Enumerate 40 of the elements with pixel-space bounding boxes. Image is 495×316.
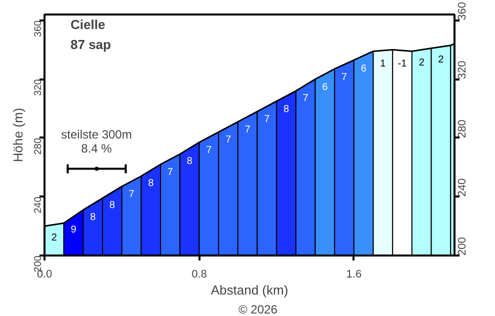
series-label: 7 xyxy=(225,134,232,146)
x-tick-label: 0.0 xyxy=(36,268,52,280)
series-label: 2 xyxy=(438,54,444,66)
series-label: 8 xyxy=(90,212,96,223)
series-label: -1 xyxy=(398,58,408,70)
series-label: 8 xyxy=(148,178,154,190)
y-tick-label: 320 xyxy=(33,78,44,96)
series-label: 9 xyxy=(70,224,77,236)
x-tick-label: 1.6 xyxy=(346,268,362,280)
x-tick-label: 0.8 xyxy=(192,268,207,280)
y2-tick-label: 240 xyxy=(456,178,468,197)
annotation: 8.4 % xyxy=(81,142,112,156)
text: 87 sap xyxy=(70,37,112,52)
series-label: 2 xyxy=(51,232,58,244)
text: © 2026 xyxy=(238,302,278,316)
series-label: 7 xyxy=(167,167,174,178)
y2-tick-label: 280 xyxy=(456,120,468,138)
y-tick-label: 240 xyxy=(33,196,44,214)
y2-tick-label: 320 xyxy=(456,60,468,80)
x-axis-title: Abstand (km) xyxy=(210,282,288,298)
series-label: 7 xyxy=(341,72,348,84)
series-label: 8 xyxy=(283,104,290,115)
y-tick-label: 280 xyxy=(33,138,44,155)
series-label: 6 xyxy=(322,82,328,93)
series-label: 7 xyxy=(128,189,135,200)
series-label: 7 xyxy=(206,144,212,156)
series-label: 7 xyxy=(264,114,270,126)
series-label: 2 xyxy=(418,58,425,69)
series-label: 7 xyxy=(302,92,309,104)
chart-title: Cielle xyxy=(70,17,106,32)
series-label: 8 xyxy=(186,156,193,168)
annotation: steilste 300m xyxy=(61,128,132,142)
series-label: 8 xyxy=(109,200,116,212)
series-label: 6 xyxy=(360,63,367,74)
series-label: 1 xyxy=(380,58,386,70)
y2-tick-label: 200 xyxy=(456,237,468,256)
y2-tick-label: 360 xyxy=(456,2,468,20)
y-tick-label: 360 xyxy=(33,20,44,38)
y-axis-title: Höhe (m) xyxy=(10,108,26,162)
series-label: 7 xyxy=(244,124,251,136)
